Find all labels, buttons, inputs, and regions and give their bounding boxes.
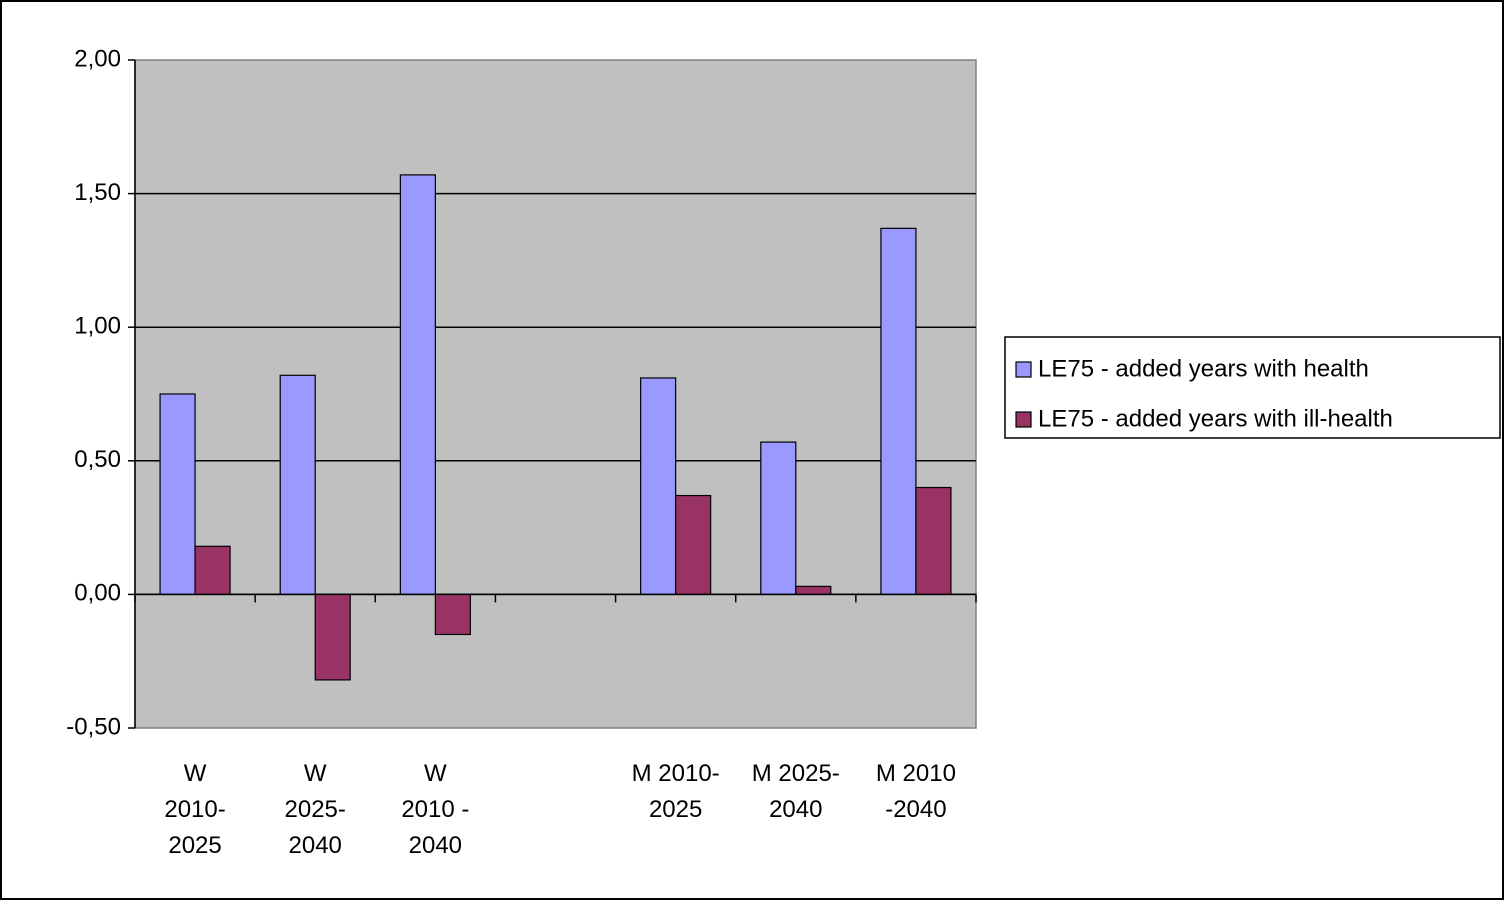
bar bbox=[159, 393, 196, 595]
y-tick-label: 2,00 bbox=[74, 45, 121, 72]
x-tick-label: M 2010 -2040 bbox=[875, 760, 956, 823]
y-tick-label: 0,50 bbox=[74, 446, 121, 473]
x-tick-label: M 2010- 2025 bbox=[631, 760, 720, 823]
bar bbox=[194, 545, 231, 596]
x-tick-label: M 2025- 2040 bbox=[751, 760, 840, 823]
bar bbox=[279, 374, 316, 595]
x-tick-label: W 2010- 2025 bbox=[164, 760, 226, 859]
bar bbox=[434, 593, 471, 636]
bar bbox=[640, 377, 677, 595]
bar bbox=[314, 593, 351, 681]
legend-swatch bbox=[1015, 411, 1032, 428]
legend-label: LE75 - added years with ill-health bbox=[1038, 405, 1393, 432]
bar bbox=[399, 174, 436, 595]
y-tick-label: 1,50 bbox=[74, 179, 121, 206]
legend-box bbox=[1004, 336, 1501, 439]
bar bbox=[675, 494, 712, 596]
bar bbox=[915, 486, 952, 595]
bar bbox=[880, 227, 917, 595]
y-tick-label: -0,50 bbox=[66, 713, 121, 740]
y-tick-label: 1,00 bbox=[74, 313, 121, 340]
plot-area bbox=[134, 59, 977, 729]
legend-swatch bbox=[1015, 361, 1032, 378]
legend-label: LE75 - added years with health bbox=[1038, 355, 1369, 382]
bar bbox=[795, 585, 832, 595]
y-tick-label: 0,00 bbox=[74, 580, 121, 607]
x-tick-label: W 2025- 2040 bbox=[284, 760, 346, 859]
bar bbox=[760, 441, 797, 596]
x-tick-label: W 2010 - 2040 bbox=[401, 760, 470, 859]
